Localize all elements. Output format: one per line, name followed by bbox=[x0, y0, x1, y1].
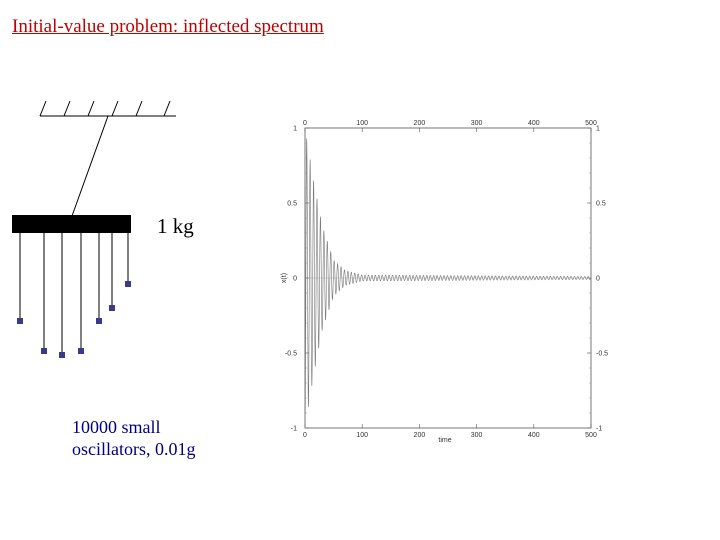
y-tick-label-right: 0.5 bbox=[596, 201, 606, 208]
x-tick-label: 200 bbox=[414, 120, 426, 127]
oscillator-label: 10000 small oscillators, 0.01g bbox=[72, 416, 196, 460]
x-tick-label: 300 bbox=[471, 432, 483, 439]
mass-block bbox=[12, 215, 131, 233]
oscillator-bob bbox=[109, 305, 115, 311]
x-tick-label: 300 bbox=[471, 120, 483, 127]
oscillator-bob bbox=[41, 348, 47, 354]
y-tick-label-right: -1 bbox=[596, 426, 602, 433]
y-tick-label-right: -0.5 bbox=[596, 351, 608, 358]
x-tick-label: 100 bbox=[356, 120, 368, 127]
suspension-string bbox=[71, 115, 109, 217]
mass-label: 1 kg bbox=[157, 214, 194, 238]
axis-tick-labels: 0010010020020030030040040050050010.50-0.… bbox=[285, 120, 608, 439]
series-line bbox=[304, 138, 592, 429]
x-tick-label: 200 bbox=[414, 432, 426, 439]
x-tick-label: 400 bbox=[528, 432, 540, 439]
oscillator-bob bbox=[96, 318, 102, 324]
y-tick-label-left: 1 bbox=[293, 126, 297, 133]
y-tick-label-left: -1 bbox=[291, 426, 297, 433]
oscillator-bob bbox=[78, 348, 84, 354]
x-axis-label: time bbox=[438, 437, 451, 444]
x-tick-label: 100 bbox=[356, 432, 368, 439]
slide-title: Initial-value problem: inflected spectru… bbox=[12, 16, 324, 37]
oscillator-bob bbox=[125, 281, 131, 287]
y-tick-label-right: 0 bbox=[596, 276, 600, 283]
y-axis-label: x(t) bbox=[281, 273, 288, 283]
oscillator-bobs bbox=[17, 281, 131, 358]
y-tick-label-left: -0.5 bbox=[285, 351, 297, 358]
y-tick-label-left: 0.5 bbox=[287, 201, 297, 208]
oscillator-diagram bbox=[12, 100, 176, 358]
oscillator-bob bbox=[59, 352, 65, 358]
y-tick-label-left: 0 bbox=[293, 276, 297, 283]
x-tick-label: 0 bbox=[303, 120, 307, 127]
oscillator-bob bbox=[17, 318, 23, 324]
ceiling-hatching bbox=[39, 100, 171, 117]
axis-ticks bbox=[304, 127, 592, 429]
small-oscillators bbox=[19, 233, 129, 355]
oscillator-label-line2: oscillators, 0.01g bbox=[72, 439, 196, 459]
y-tick-label-right: 1 bbox=[596, 126, 600, 133]
x-tick-label: 0 bbox=[303, 432, 307, 439]
x-tick-label: 400 bbox=[528, 120, 540, 127]
response-plot: 0010010020020030030040040050050010.50-0.… bbox=[281, 120, 608, 444]
oscillator-label-line1: 10000 small bbox=[72, 417, 161, 437]
x-tick-label: 500 bbox=[585, 120, 597, 127]
x-tick-label: 500 bbox=[585, 432, 597, 439]
